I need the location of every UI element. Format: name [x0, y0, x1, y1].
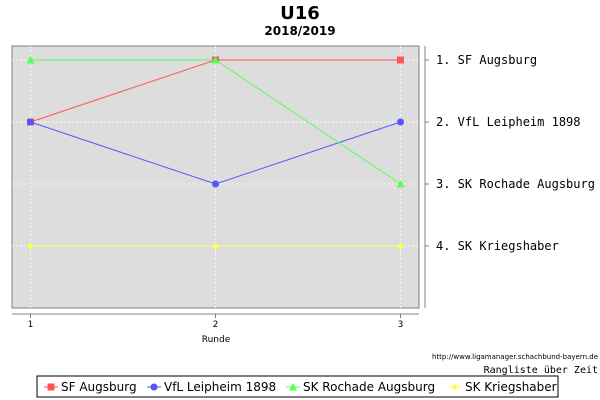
rank-label: 2. VfL Leipheim 1898 — [436, 115, 581, 129]
series-layer — [26, 56, 405, 250]
chart-caption: Rangliste über Zeit — [484, 365, 598, 376]
data-point — [396, 180, 405, 188]
rank-labels: 1. SF Augsburg 2. VfL Leipheim 1898 3. SK … — [425, 53, 595, 253]
legend-item: SF Augsburg — [44, 380, 137, 394]
x-tick-label: 3 — [398, 320, 404, 330]
legend-label: SF Augsburg — [61, 380, 137, 394]
legend-item: SK Rochade Augsburg — [286, 380, 435, 394]
chart-subtitle: 2018/2019 — [264, 24, 335, 38]
data-point — [211, 56, 220, 64]
axes: 1 2 3 — [12, 46, 426, 330]
legend-swatch-marker — [150, 383, 158, 391]
legend: SF Augsburg VfL Leipheim 1898 SK Rochade A… — [44, 380, 557, 394]
series — [26, 56, 405, 188]
legend-swatch-marker — [47, 383, 55, 391]
legend-swatch-marker — [289, 383, 297, 391]
data-point — [212, 242, 219, 250]
plot-area — [11, 45, 420, 309]
rank-label: 3. SK Rochade Augsburg — [436, 177, 595, 191]
legend-label: SK Rochade Augsburg — [303, 380, 435, 394]
legend-item: VfL Leipheim 1898 — [147, 380, 276, 394]
legend-label: SK Kriegshaber — [465, 380, 557, 394]
data-point — [397, 242, 404, 250]
data-point — [26, 56, 35, 64]
data-point — [397, 118, 404, 126]
series — [27, 242, 404, 250]
legend-label: VfL Leipheim 1898 — [164, 380, 276, 394]
data-point — [212, 180, 219, 188]
legend-item: SK Kriegshaber — [448, 380, 557, 394]
data-point — [397, 56, 404, 64]
x-tick-label: 2 — [213, 320, 219, 330]
data-point — [27, 242, 34, 250]
chart-title: U16 — [280, 3, 320, 24]
source-url[interactable]: http://www.ligamanager.schachbund-bayern… — [432, 353, 598, 361]
legend-swatch-marker — [451, 383, 459, 391]
data-point — [27, 118, 34, 126]
rank-label: 4. SK Kriegshaber — [436, 239, 559, 253]
rank-label: 1. SF Augsburg — [436, 53, 537, 67]
x-tick-label: 1 — [28, 320, 34, 330]
x-axis-label: Runde — [202, 335, 231, 345]
